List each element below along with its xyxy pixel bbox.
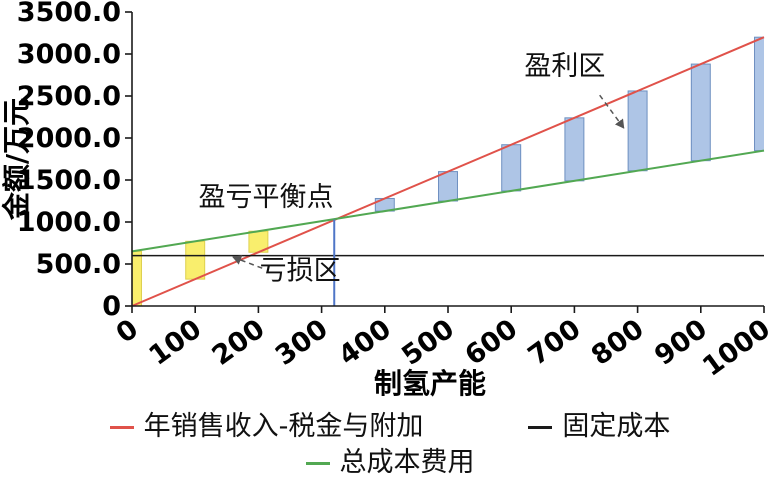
x-tick-label: 700 — [523, 314, 587, 372]
legend-label-revenue: 年销售收入-税金与附加 — [143, 411, 424, 442]
profit-bar — [501, 144, 522, 192]
x-tick-label: 1000 — [697, 314, 776, 383]
x-tick-label-group: 1000 — [697, 314, 776, 383]
x-tick-label-group: 700 — [523, 314, 587, 372]
x-tick-label-group: 100 — [143, 314, 207, 372]
x-axis-title: 制氢产能 — [374, 367, 486, 400]
y-tick-label: 500.0 — [36, 249, 121, 280]
revenue-line — [131, 36, 765, 307]
profit-bar — [754, 36, 764, 152]
x-tick-label-group: 400 — [333, 314, 397, 372]
x-tick-label: 500 — [396, 314, 460, 372]
annotation-text: 盈利区 — [524, 51, 605, 82]
breakeven-chart: 0 500.0 1000.0 1500.0 2000.0 2500.0 3000.0 3500… — [0, 0, 780, 480]
fixed-cost-line-swatch — [528, 425, 553, 429]
y-tick-label: 1000.0 — [17, 207, 121, 238]
profit-bar — [690, 63, 711, 162]
profit-bar — [627, 90, 648, 172]
total-cost-line — [131, 149, 765, 253]
x-tick-label: 600 — [459, 314, 523, 372]
profit-bar — [564, 117, 585, 182]
legend-row-1: 年销售收入-税金与附加 固定成本 — [0, 410, 780, 444]
revenue-line-swatch — [109, 425, 134, 429]
y-tick-label: 2000.0 — [17, 123, 121, 154]
y-tick-label: 2500.0 — [17, 81, 121, 112]
x-tick-label: 100 — [143, 314, 207, 372]
legend-label-fixed-cost: 固定成本 — [562, 411, 671, 442]
y-axis-title: 金额/万元 — [0, 98, 33, 221]
annotation-arrow-1 — [232, 255, 263, 269]
legend: 年销售收入-税金与附加 固定成本 总成本费用 — [0, 410, 780, 480]
loss-bar — [185, 240, 206, 280]
legend-item-total-cost: 总成本费用 — [305, 446, 475, 480]
y-tick-label: 1500.0 — [17, 165, 121, 196]
legend-row-2: 总成本费用 — [0, 446, 780, 480]
x-tick-label-group: 800 — [586, 314, 650, 372]
y-tick-label: 0 — [102, 291, 121, 322]
x-tick-label-group: 500 — [396, 314, 460, 372]
legend-label-total-cost: 总成本费用 — [339, 447, 475, 478]
chart-svg: 0 500.0 1000.0 1500.0 2000.0 2500.0 3000.0 3500… — [0, 0, 776, 400]
y-tick-label: 3000.0 — [17, 39, 121, 70]
x-tick-label-group: 600 — [459, 314, 523, 372]
legend-item-fixed-cost: 固定成本 — [528, 410, 670, 444]
x-tick-label: 400 — [333, 314, 397, 372]
annotation-text: 盈亏平衡点 — [198, 182, 333, 213]
x-tick-label-group: 200 — [207, 314, 271, 372]
profit-bar — [438, 171, 458, 202]
plot-area: 0 500.0 1000.0 1500.0 2000.0 2500.0 3000.0 3500… — [0, 0, 776, 400]
annotation-arrow-0 — [599, 94, 625, 129]
total-cost-line-swatch — [305, 461, 330, 465]
x-tick-label-group: 300 — [270, 314, 334, 372]
y-tick-label: 3500.0 — [17, 0, 121, 28]
annotation-text: 亏损区 — [260, 255, 341, 286]
x-tick-label: 200 — [207, 314, 271, 372]
legend-item-revenue: 年销售收入-税金与附加 — [109, 410, 424, 444]
x-tick-label: 300 — [270, 314, 334, 372]
x-tick-label: 800 — [586, 314, 650, 372]
loss-bar — [132, 250, 142, 306]
